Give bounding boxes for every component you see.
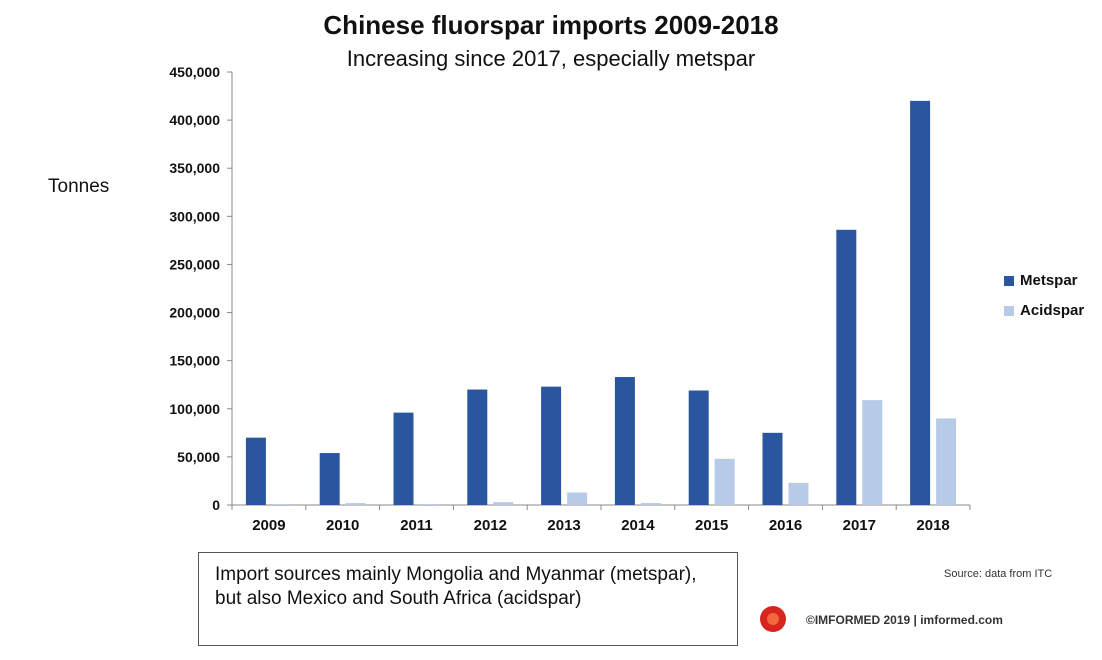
bar-metspar-2014 bbox=[614, 377, 635, 505]
legend-swatch-metspar bbox=[1004, 276, 1014, 286]
y-tick-label: 150,000 bbox=[169, 353, 220, 369]
x-tick-label: 2017 bbox=[843, 517, 876, 534]
x-tick-label: 2011 bbox=[400, 517, 433, 534]
bar-acidspar-2010 bbox=[345, 503, 366, 505]
imformed-logo-icon bbox=[760, 606, 786, 632]
bar-acidspar-2011 bbox=[419, 504, 440, 505]
bar-acidspar-2018 bbox=[936, 418, 957, 505]
x-tick-label: 2012 bbox=[474, 517, 507, 534]
bar-metspar-2017 bbox=[836, 229, 857, 505]
legend-swatch-acidspar bbox=[1004, 306, 1014, 316]
y-tick-label: 0 bbox=[212, 497, 220, 513]
y-tick-label: 350,000 bbox=[169, 160, 220, 176]
bar-acidspar-2016 bbox=[788, 482, 809, 505]
bar-acidspar-2017 bbox=[862, 400, 883, 505]
y-tick-label: 400,000 bbox=[169, 112, 220, 128]
x-tick-label: 2018 bbox=[916, 517, 949, 534]
bar-acidspar-2014 bbox=[640, 503, 661, 505]
y-tick-label: 200,000 bbox=[169, 305, 220, 321]
x-tick-label: 2015 bbox=[695, 517, 728, 534]
chart-title: Chinese fluorspar imports 2009-2018 bbox=[323, 10, 779, 40]
x-tick-label: 2014 bbox=[621, 517, 655, 534]
bar-metspar-2016 bbox=[762, 432, 783, 505]
chart-subtitle: Increasing since 2017, especially metspa… bbox=[346, 46, 756, 71]
bar-acidspar-2015 bbox=[714, 458, 735, 505]
bar-metspar-2012 bbox=[467, 389, 488, 505]
bar-metspar-2010 bbox=[319, 453, 340, 505]
bar-metspar-2018 bbox=[910, 100, 931, 505]
x-tick-label: 2016 bbox=[769, 517, 802, 534]
y-tick-label: 50,000 bbox=[177, 449, 220, 465]
x-tick-label: 2009 bbox=[252, 517, 285, 534]
note-box: Import sources mainly Mongolia and Myanm… bbox=[198, 552, 738, 646]
y-tick-label: 250,000 bbox=[169, 256, 220, 272]
x-tick-label: 2013 bbox=[547, 517, 580, 534]
y-tick-label: 300,000 bbox=[169, 208, 220, 224]
note-text: Import sources mainly Mongolia and Myanm… bbox=[215, 564, 697, 609]
legend-label-acidspar: Acidspar bbox=[1020, 302, 1085, 319]
bar-metspar-2015 bbox=[688, 390, 709, 505]
bar-metspar-2009 bbox=[245, 437, 266, 505]
bar-metspar-2013 bbox=[541, 386, 562, 505]
y-axis-label: Tonnes bbox=[48, 176, 110, 197]
bar-acidspar-2013 bbox=[567, 492, 588, 505]
y-tick-label: 100,000 bbox=[169, 401, 220, 417]
bar-metspar-2011 bbox=[393, 412, 414, 505]
y-tick-label: 450,000 bbox=[169, 64, 220, 80]
bar-acidspar-2012 bbox=[493, 502, 514, 505]
x-tick-label: 2010 bbox=[326, 517, 359, 534]
bar-acidspar-2009 bbox=[271, 504, 292, 505]
legend-label-metspar: Metspar bbox=[1020, 272, 1078, 289]
source-note: Source: data from ITC bbox=[944, 568, 1053, 580]
copyright-text: ©IMFORMED 2019 | imformed.com bbox=[806, 613, 1003, 627]
